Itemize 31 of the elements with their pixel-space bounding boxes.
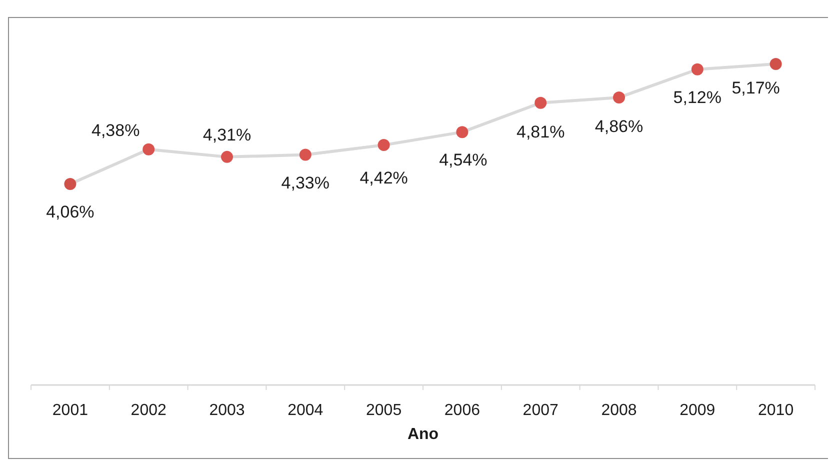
x-tick-label: 2009 xyxy=(680,402,716,419)
x-axis-title: Ano xyxy=(407,426,439,443)
data-label: 4,31% xyxy=(202,125,252,144)
x-tick-label: 2006 xyxy=(444,402,480,419)
x-tick-label: 2005 xyxy=(366,402,402,419)
x-tick-label: 2010 xyxy=(758,402,794,419)
data-label: 5,17% xyxy=(732,78,780,98)
x-tick-label: 2001 xyxy=(52,402,88,419)
data-label: 5,12% xyxy=(673,88,722,107)
point xyxy=(378,139,390,152)
point xyxy=(770,58,782,70)
x-tick-label: 2002 xyxy=(130,402,166,419)
point xyxy=(299,148,312,161)
x-tick-label: 2008 xyxy=(601,402,637,419)
data-label: 4,06% xyxy=(46,202,94,222)
point xyxy=(456,126,468,138)
x-tick-label: 2004 xyxy=(288,402,324,419)
point xyxy=(534,96,547,109)
point xyxy=(64,178,76,190)
point xyxy=(691,63,704,76)
data-label: 4,38% xyxy=(92,120,140,140)
data-label: 4,54% xyxy=(439,150,488,170)
x-tick-label: 2003 xyxy=(209,402,245,419)
point xyxy=(142,143,155,156)
data-label: 4,81% xyxy=(516,122,565,142)
data-label: 4,86% xyxy=(594,116,644,136)
point xyxy=(221,150,233,163)
point xyxy=(613,91,625,104)
x-tick-label: 2007 xyxy=(522,402,558,419)
data-label: 4,42% xyxy=(360,168,408,188)
data-label: 4,33% xyxy=(281,173,330,192)
